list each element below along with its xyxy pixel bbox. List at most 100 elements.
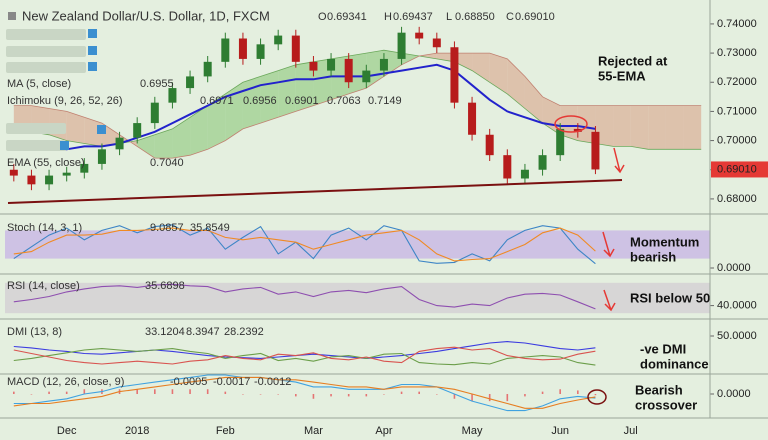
faded-legend	[6, 140, 66, 151]
trend-line	[7, 179, 623, 204]
histogram-bar	[577, 390, 579, 395]
crossover-circle	[587, 389, 607, 405]
candle-body	[203, 61, 212, 77]
ohlc-legend: O	[318, 11, 327, 23]
candle-body	[62, 172, 71, 176]
series-line	[13, 376, 596, 409]
candle-body	[97, 149, 106, 164]
legend-value: 35.6898	[145, 280, 185, 292]
legend-value: -0.0017	[213, 376, 250, 388]
ichimoku-cloud	[419, 53, 437, 59]
legend-value: 9.0857	[150, 222, 184, 234]
legend-value: -0.0012	[254, 376, 291, 388]
histogram-bar	[154, 389, 156, 395]
candle-body	[468, 102, 477, 135]
last-price-box	[711, 161, 768, 178]
ohlc-legend: 0.68850	[455, 11, 495, 23]
candle-body	[27, 175, 36, 185]
histogram-bar	[436, 394, 438, 395]
legend-value: 0.6971	[200, 95, 234, 107]
candle-body	[397, 32, 406, 59]
candle-body	[415, 32, 424, 39]
eye-icon[interactable]	[88, 62, 97, 71]
histogram-bar	[312, 394, 315, 399]
annotation: Momentum	[630, 234, 699, 249]
band	[5, 282, 710, 314]
ohlc-legend: H	[384, 11, 392, 23]
y-tick-label: 0.0000	[717, 388, 751, 400]
y-tick-label: 0.0000	[717, 262, 751, 274]
annotation: 55-EMA	[598, 68, 646, 83]
histogram-bar	[295, 394, 297, 397]
ichimoku-cloud	[489, 53, 508, 94]
histogram-bar	[83, 389, 86, 395]
band	[5, 230, 710, 259]
eye-icon[interactable]	[60, 141, 69, 150]
legend-name: EMA (55, close)	[7, 157, 85, 169]
legend-value: 8.3947	[186, 326, 220, 338]
legend-name: DMI (13, 8)	[7, 326, 62, 338]
legend-name: MA (5, close)	[7, 78, 71, 90]
candle-body	[556, 128, 565, 156]
last-price-label: 0.69010	[717, 163, 757, 175]
legend-value: 0.7040	[150, 157, 184, 169]
legend-value: 35.8549	[190, 222, 230, 234]
ohlc-legend: 0.69437	[393, 11, 433, 23]
x-tick-label: Dec	[57, 425, 77, 437]
ohlc-legend: L	[446, 11, 452, 23]
candle-body	[168, 88, 177, 103]
ichimoku-cloud	[524, 76, 543, 124]
histogram-bar	[277, 394, 279, 395]
histogram-bar	[65, 391, 68, 395]
legend-icons	[8, 12, 106, 150]
eye-icon[interactable]	[88, 46, 97, 55]
hidden-indicator-rows	[6, 29, 86, 151]
span-a-line	[13, 49, 702, 150]
collapse-icon[interactable]	[8, 12, 16, 20]
candle-body	[344, 58, 353, 83]
series-line	[13, 341, 596, 359]
candle-body	[9, 169, 18, 176]
ichimoku-cloud	[507, 58, 525, 109]
candle-body	[256, 44, 265, 59]
rejection-circle	[554, 115, 588, 133]
ichimoku-cloud	[66, 111, 85, 144]
histogram-bar	[242, 394, 244, 395]
arrow	[603, 289, 616, 312]
candle-body	[362, 70, 371, 83]
legend-name: RSI (14, close)	[7, 280, 80, 292]
ohlc-legend: 0.69341	[327, 11, 367, 23]
histogram-bar	[453, 394, 456, 399]
arrows	[602, 147, 625, 312]
candle-body	[309, 61, 318, 71]
legend-value: 0.6901	[285, 95, 319, 107]
annotation: RSI below 50	[630, 290, 710, 305]
faded-legend	[6, 62, 86, 73]
legend-name: Ichimoku (9, 26, 52, 26)	[7, 95, 123, 107]
legend-name: Stoch (14, 3, 1)	[7, 222, 82, 234]
ichimoku-cloud	[137, 134, 155, 159]
legend-value: 0.7149	[368, 95, 402, 107]
histogram-bar	[189, 389, 191, 395]
chart-title: New Zealand Dollar/U.S. Dollar, 1D, FXCM	[22, 8, 270, 23]
eye-icon[interactable]	[88, 29, 97, 38]
ichimoku-cloud	[595, 105, 614, 147]
series-line	[13, 346, 596, 365]
y-tick-label: 0.74000	[717, 18, 757, 30]
x-tick-label: Feb	[216, 425, 235, 437]
candle-body	[573, 128, 582, 132]
histogram-bar	[383, 394, 385, 395]
faded-legend	[6, 46, 86, 57]
ichimoku-cloud	[101, 123, 120, 147]
ohlc-legend: 0.69010	[515, 11, 555, 23]
histogram-bar	[347, 394, 350, 397]
annotation: dominance	[640, 356, 709, 371]
ichimoku-cloud	[454, 53, 473, 71]
candle-body	[45, 175, 54, 185]
histogram-bar	[224, 391, 227, 395]
eye-icon[interactable]	[97, 125, 106, 134]
x-tick-label: 2018	[125, 425, 149, 437]
y-tick-label: 50.0000	[717, 330, 757, 342]
ichimoku-cloud	[472, 53, 490, 83]
candle-body	[327, 58, 336, 71]
